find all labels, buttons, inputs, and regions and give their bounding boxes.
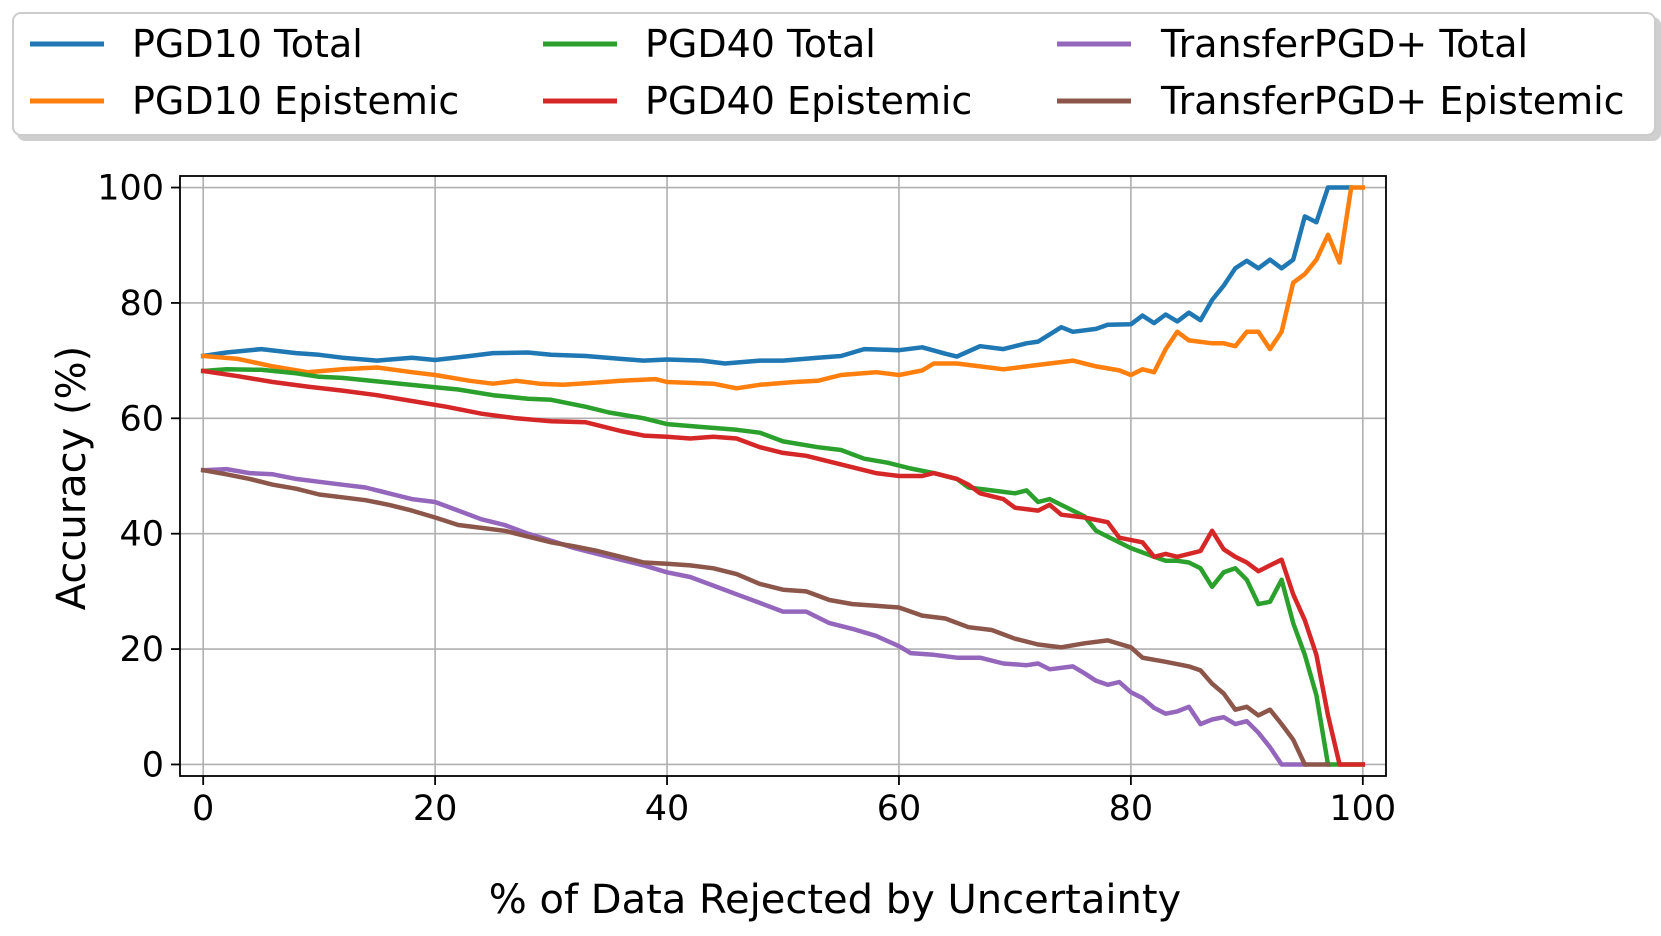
legend-label-transferpgd-epistemic: TransferPGD+ Epistemic [1160,79,1625,123]
series-layer [200,185,1366,767]
legend-label-pgd40-total: PGD40 Total [645,22,876,66]
y-axis-label: Accuracy (%) [49,346,95,611]
legend-entry-pgd10-total: PGD10 Total [30,22,363,66]
series-line-transferpgd-total [200,466,1308,767]
x-tick-label: 0 [192,789,214,829]
plot-frame [179,175,1387,777]
x-tick-label: 40 [645,789,690,829]
grid [180,176,1386,776]
y-tick-label: 80 [119,284,164,324]
series-line-pgd10-total [200,185,1354,366]
series-line-transferpgd-epistemic [200,467,1331,767]
x-tick-label: 100 [1329,789,1396,829]
x-tick-label: 60 [877,789,922,829]
legend-entry-transferpgd-total: TransferPGD+ Total [1057,22,1528,66]
legend-label-pgd10-total: PGD10 Total [132,22,363,66]
legend-frame [12,12,1656,136]
series-line-pgd40-total [200,367,1366,767]
legend-entry-pgd40-epistemic: PGD40 Epistemic [543,79,972,123]
legend-entry-transferpgd-epistemic: TransferPGD+ Epistemic [1057,79,1625,123]
legend-label-pgd10-epistemic: PGD10 Epistemic [132,79,459,123]
y-tick-label: 40 [119,515,164,555]
x-tick-label: 20 [413,789,458,829]
axis-ticks: 0 20 40 60 80 100 0 20 40 60 80 100 [97,169,1396,829]
legend-entry-pgd10-epistemic: PGD10 Epistemic [30,79,459,123]
series-line-pgd40-epistemic [200,368,1366,767]
legend-label-transferpgd-total: TransferPGD+ Total [1160,22,1528,66]
x-tick-label: 80 [1109,789,1154,829]
legend-entry-pgd40-total: PGD40 Total [543,22,876,66]
series-line-pgd10-epistemic [200,185,1366,391]
y-tick-label: 60 [119,399,164,439]
y-tick-label: 100 [97,169,164,209]
y-tick-label: 0 [142,745,164,785]
legend-label-pgd40-epistemic: PGD40 Epistemic [645,79,972,123]
x-axis-label: % of Data Rejected by Uncertainty [489,877,1181,923]
y-tick-label: 20 [119,630,164,670]
legend: PGD10 Total PGD10 Epistemic PGD40 Total … [12,12,1661,141]
